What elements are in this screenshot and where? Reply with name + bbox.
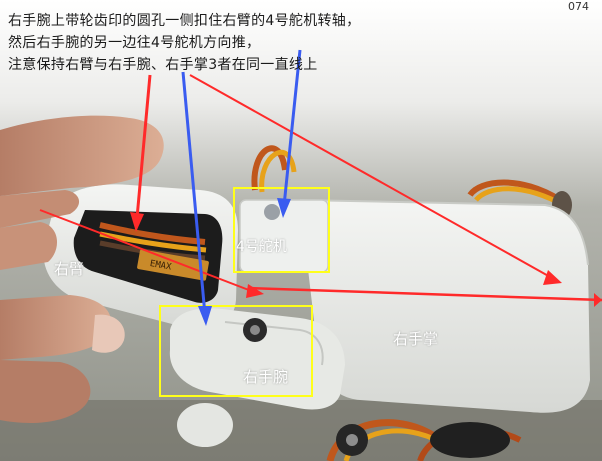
label-servo-4: 4号舵机	[236, 239, 287, 255]
right-arm-part: EMAX	[43, 184, 238, 331]
page-number: 074	[568, 0, 589, 13]
label-right-arm: 右臂	[54, 260, 85, 278]
blue-annotation-arrows	[181, 49, 302, 326]
right-palm-part	[299, 199, 590, 413]
servo-4-highlight-box	[233, 187, 330, 273]
right-wrist-highlight-box	[159, 305, 313, 397]
instruction-line-2: 然后右手腕的另一边往4号舵机方向推，	[8, 35, 261, 51]
label-right-wrist: 右手腕	[243, 368, 289, 386]
right-wrist-part	[169, 308, 345, 410]
red-annotation-arrows	[39, 74, 602, 307]
instruction-line-1: 右手腕上带轮齿印的圆孔一侧扣住右臂的4号舵机转轴，	[8, 13, 361, 29]
servo-wires-bottom	[177, 403, 522, 461]
label-right-palm: 右手掌	[393, 330, 439, 348]
instruction-line-3: 注意保持右臂与右手腕、右手掌3者在同一直线上	[8, 57, 318, 73]
hand	[0, 115, 164, 423]
servo-sticker-text: EMAX	[149, 259, 173, 273]
